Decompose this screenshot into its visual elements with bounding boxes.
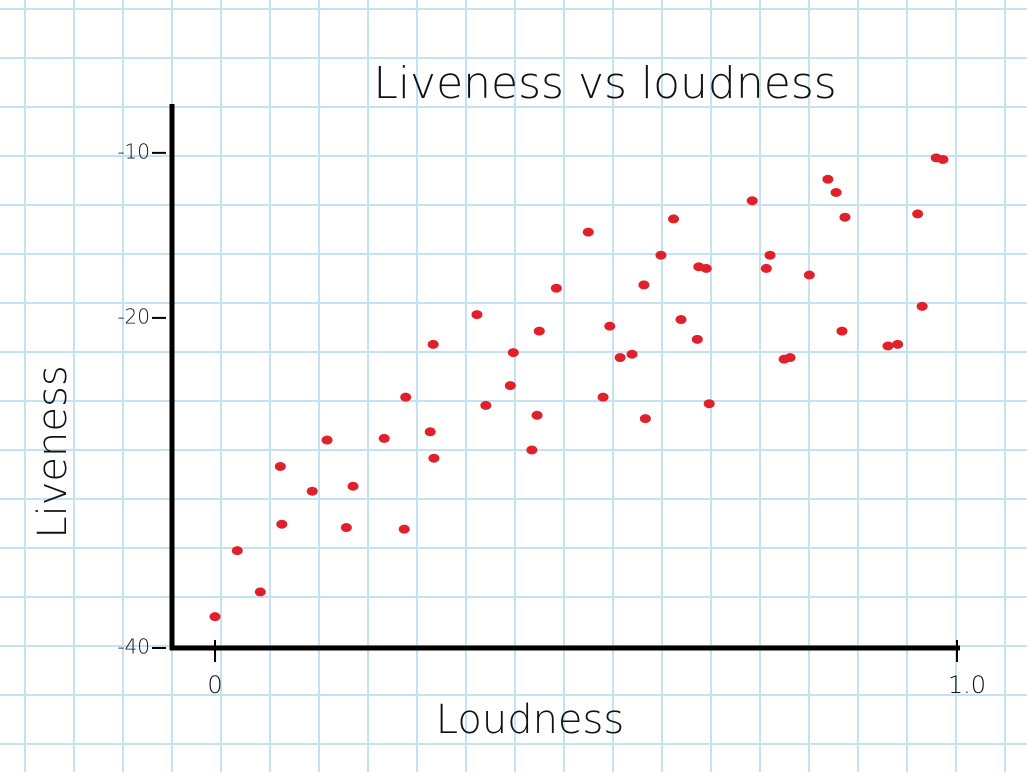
point: [531, 410, 543, 420]
point: [306, 486, 318, 496]
point: [655, 250, 667, 260]
y-tick-label: -20: [117, 304, 150, 328]
point: [604, 321, 616, 331]
point: [638, 280, 650, 290]
point: [398, 524, 410, 534]
point: [746, 196, 758, 206]
x-tick-label: 1.0: [948, 671, 986, 699]
point: [274, 461, 286, 471]
y-tick-label: -40: [117, 635, 150, 659]
point: [582, 227, 594, 237]
point: [803, 270, 815, 280]
point: [428, 453, 440, 463]
point: [480, 400, 492, 410]
point: [912, 209, 924, 219]
point: [830, 187, 842, 197]
point: [892, 339, 904, 349]
point: [231, 546, 243, 556]
point: [784, 353, 796, 363]
point: [504, 381, 516, 391]
point: [836, 326, 848, 336]
point: [639, 414, 651, 424]
point: [839, 212, 851, 222]
point: [550, 283, 562, 293]
y-axis-label: Liveness: [30, 365, 76, 538]
point: [424, 427, 436, 437]
x-axis-label: Loudness: [436, 697, 624, 743]
point: [526, 445, 538, 455]
point: [340, 523, 352, 533]
point: [507, 348, 519, 358]
point: [347, 481, 359, 491]
point: [614, 353, 626, 363]
point: [764, 250, 776, 260]
point: [427, 339, 439, 349]
point: [378, 433, 390, 443]
x-tick-label: 0: [207, 671, 222, 699]
point: [597, 392, 609, 402]
point: [321, 435, 333, 445]
point: [937, 154, 949, 164]
point: [691, 334, 703, 344]
point: [209, 612, 221, 622]
point: [471, 310, 483, 320]
point: [400, 392, 412, 402]
chart-title: Liveness vs loudness: [373, 58, 836, 109]
point: [626, 349, 638, 359]
point: [882, 341, 894, 351]
point: [700, 263, 712, 273]
point: [276, 519, 288, 529]
point: [533, 326, 545, 336]
point: [916, 301, 928, 311]
point: [675, 315, 687, 325]
point: [668, 214, 680, 224]
point: [254, 587, 266, 597]
y-tick-label: -10: [117, 139, 150, 163]
point: [760, 263, 772, 273]
point: [703, 399, 715, 409]
point: [822, 174, 834, 184]
